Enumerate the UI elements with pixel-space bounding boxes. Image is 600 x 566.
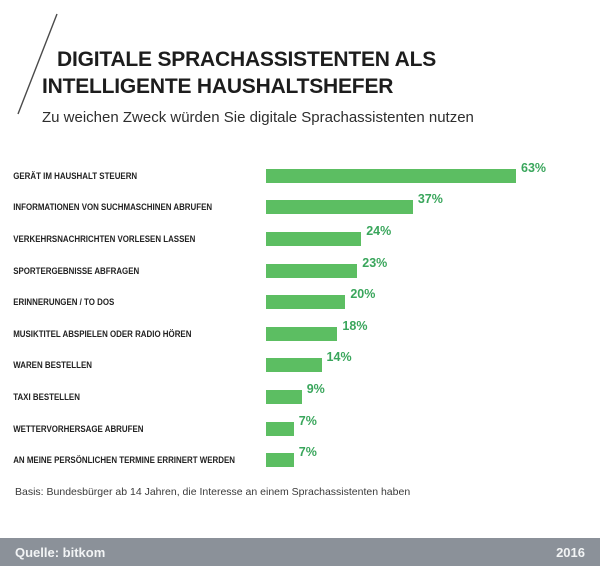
- bar-value-label: 14%: [326, 350, 352, 365]
- bar-value-label: 37%: [417, 192, 443, 207]
- bar-category-label: GERÄT IM HAUSHALT STEUERN: [13, 170, 138, 181]
- page-title: DIGITALE SPRACHASSISTENTEN ALS INTELLIGE…: [42, 46, 436, 100]
- bar-track: 23%: [266, 256, 387, 278]
- slash-decoration-icon: [17, 13, 58, 115]
- bar: [266, 358, 322, 373]
- bar: [266, 200, 413, 215]
- bar: [266, 453, 294, 468]
- bar-row: GERÄT IM HAUSHALT STEUERN 63%: [0, 160, 600, 192]
- bar-category-label: VERKEHRSNACHRICHTEN VORLESEN LASSEN: [13, 233, 196, 244]
- bar-value-label: 63%: [521, 160, 547, 175]
- bar: [266, 168, 516, 183]
- bar-value-label: 18%: [342, 318, 368, 333]
- bar-value-label: 7%: [298, 413, 317, 428]
- year-label: 2016: [556, 544, 585, 560]
- page-title-line1: DIGITALE SPRACHASSISTENTEN ALS: [57, 48, 437, 71]
- bar-row: MUSIKTITEL ABSPIELEN ODER RADIO HÖREN 18%: [0, 318, 600, 350]
- bar-category-label: AN MEINE PERSÖNLICHEN TERMINE ERRINERT W…: [13, 455, 235, 466]
- basis-footnote: Basis: Bundesbürger ab 14 Jahren, die In…: [15, 486, 411, 498]
- bar-row: ERINNERUNGEN / TO DOS 20%: [0, 286, 600, 318]
- bar-track: 37%: [266, 192, 443, 215]
- bar: [266, 263, 358, 278]
- bar-row: VERKEHRSNACHRICHTEN VORLESEN LASSEN 24%: [0, 223, 600, 255]
- source-bar: Quelle: bitkom 2016: [0, 538, 600, 566]
- bar-value-label: 24%: [366, 223, 392, 238]
- bar-row: TAXI BESTELLEN 9%: [0, 381, 600, 413]
- bar: [266, 389, 302, 404]
- bar: [266, 326, 338, 341]
- bar-value-label: 7%: [298, 445, 317, 460]
- bar-track: 63%: [266, 161, 546, 183]
- bar: [266, 421, 294, 436]
- bar: [266, 295, 346, 310]
- bar-category-label: INFORMATIONEN VON SUCHMASCHINEN ABRUFEN: [13, 202, 213, 213]
- bar-value-label: 23%: [362, 255, 388, 270]
- bar-category-label: WAREN BESTELLEN: [13, 360, 92, 371]
- page-title-line2: INTELLIGENTE HAUSHALTSHEFER: [42, 75, 394, 98]
- bar-category-label: SPORTERGEBNISSE ABFRAGEN: [13, 265, 140, 276]
- bar-category-label: ERINNERUNGEN / TO DOS: [13, 297, 115, 308]
- bar-track: 9%: [266, 382, 325, 404]
- bar-category-label: WETTERVORHERSAGE ABRUFEN: [13, 423, 144, 434]
- bar-value-label: 9%: [306, 381, 325, 396]
- bar-track: 7%: [266, 414, 317, 436]
- bar-row: INFORMATIONEN VON SUCHMASCHINEN ABRUFEN 3…: [0, 192, 600, 224]
- bar-track: 20%: [266, 287, 375, 310]
- bar-chart: GERÄT IM HAUSHALT STEUERN 63% INFORMATIONE…: [0, 160, 600, 476]
- bar-row: WAREN BESTELLEN 14%: [0, 350, 600, 382]
- source-label: Quelle: bitkom: [15, 544, 106, 560]
- bar-row: AN MEINE PERSÖNLICHEN TERMINE ERRINERT W…: [0, 444, 600, 476]
- bar: [266, 231, 362, 246]
- bar-row: SPORTERGEBNISSE ABFRAGEN 23%: [0, 255, 600, 287]
- bar-track: 14%: [266, 350, 352, 373]
- bar-value-label: 20%: [350, 287, 376, 302]
- bar-category-label: TAXI BESTELLEN: [13, 391, 80, 402]
- chart-subtitle: Zu weichen Zweck würden Sie digitale Spr…: [42, 109, 474, 126]
- bar-track: 18%: [266, 319, 367, 341]
- bar-track: 7%: [266, 445, 317, 468]
- bar-category-label: MUSIKTITEL ABSPIELEN ODER RADIO HÖREN: [13, 328, 192, 339]
- bar-row: WETTERVORHERSAGE ABRUFEN 7%: [0, 413, 600, 445]
- bar-track: 24%: [266, 224, 391, 246]
